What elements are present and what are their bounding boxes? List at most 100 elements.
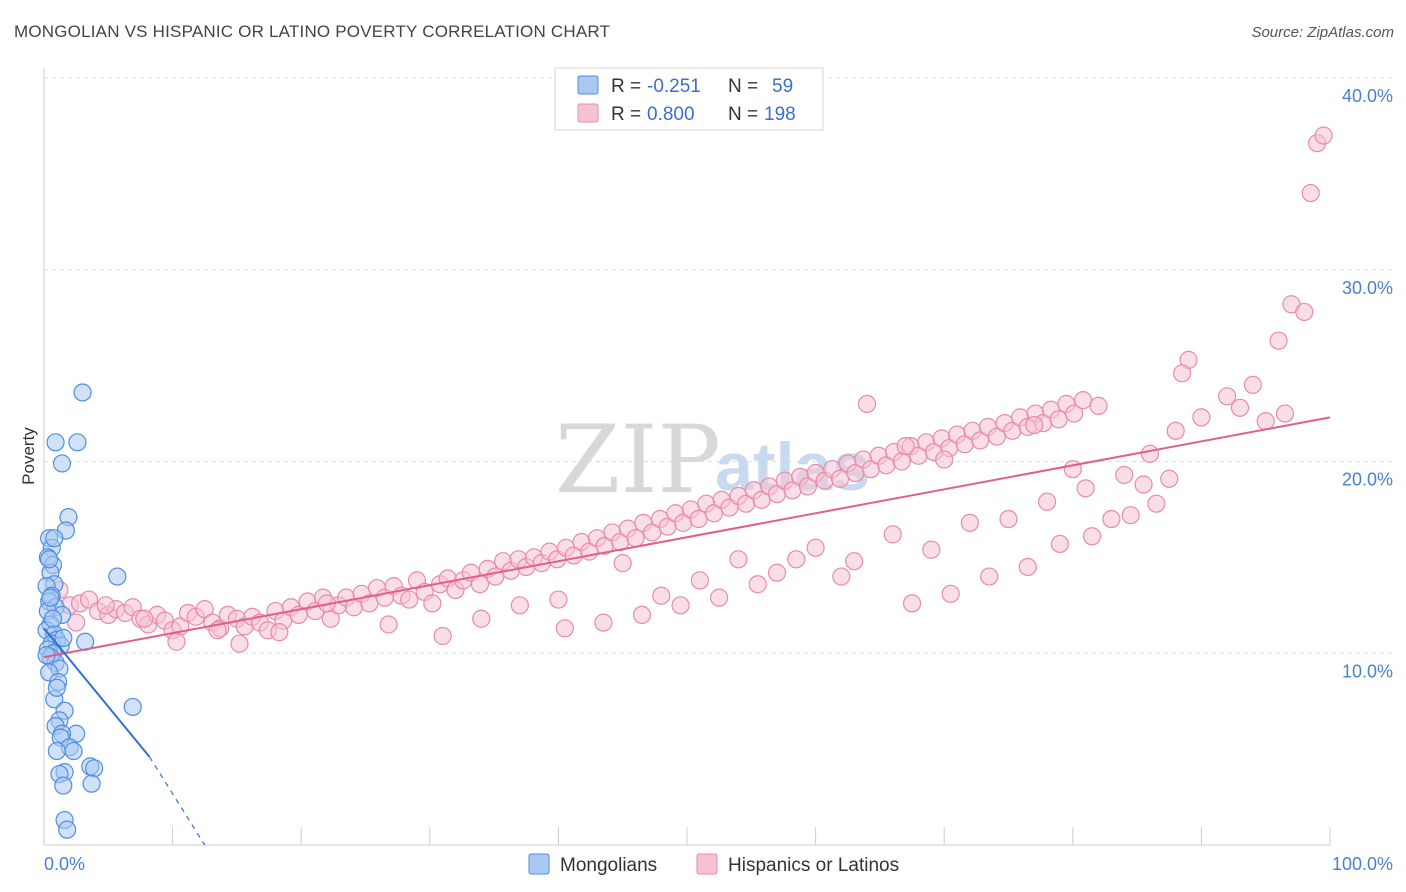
mongolian-point <box>108 567 127 586</box>
hispanic-point <box>1073 391 1093 410</box>
hispanic-point <box>1173 364 1192 383</box>
mongolian-point <box>123 697 142 717</box>
mongolian-point <box>43 609 63 628</box>
hispanic-point <box>626 529 645 548</box>
mongolian-point <box>52 454 72 473</box>
hispanic-point <box>748 575 767 594</box>
hispanic-point <box>1192 408 1211 427</box>
hispanic-point <box>1314 126 1333 145</box>
hispanic-point <box>1064 404 1084 423</box>
hispanic-point <box>980 567 999 586</box>
hispanic-point <box>472 609 491 628</box>
hispanic-point <box>806 538 825 557</box>
hispanic-point <box>902 594 922 613</box>
hispanic-point <box>857 394 877 414</box>
legend-box <box>554 67 824 131</box>
hispanic-point <box>1102 509 1121 529</box>
legend-swatch-mongolians <box>577 75 599 95</box>
legend-r-label-2: R = <box>611 104 641 125</box>
mongolian-point <box>58 820 77 839</box>
mongolian-point <box>54 776 73 795</box>
legend-n-value-1: 59 <box>772 76 793 97</box>
y-tick-label: 20.0% <box>1342 470 1393 490</box>
hispanic-point <box>832 567 851 586</box>
legend-n-label-1: N = <box>728 76 758 97</box>
mongolian-point <box>45 529 64 548</box>
hispanic-point <box>941 584 960 603</box>
hispanic-point <box>510 596 529 615</box>
hispanic-point <box>830 469 850 488</box>
hispanic-point <box>632 605 652 625</box>
legend-n-label-2: N = <box>728 104 758 125</box>
hispanic-point <box>1134 475 1153 494</box>
y-axis-label: Poverty <box>19 427 38 485</box>
hispanic-point <box>1256 412 1275 431</box>
hispanic-point <box>594 613 613 632</box>
hispanic-point <box>922 540 941 559</box>
hispanic-point <box>1230 398 1250 417</box>
hispanic-point <box>767 563 787 582</box>
legend-swatch-hispanics <box>577 103 599 123</box>
bottom-legend-mongolians: Mongolians <box>560 855 657 876</box>
hispanic-point <box>798 477 817 496</box>
hispanic-point <box>1243 375 1262 394</box>
hispanic-point <box>883 525 902 544</box>
bottom-legend-swatch-hispanics <box>696 853 718 875</box>
hispanic-point <box>935 450 954 469</box>
hispanic-point <box>167 632 186 651</box>
hispanic-point <box>652 586 671 605</box>
hispanic-point <box>1037 492 1057 511</box>
legend-n-value-2: 198 <box>764 104 796 125</box>
hispanic-points <box>50 126 1333 653</box>
hispanic-point <box>555 619 574 638</box>
mongolian-point <box>47 678 66 697</box>
mongolian-point <box>82 774 101 793</box>
hispanic-point <box>549 590 568 609</box>
hispanic-point <box>1269 331 1288 350</box>
mongolian-point <box>40 550 59 569</box>
hispanic-point <box>690 571 709 590</box>
hispanic-point <box>135 609 154 628</box>
series-legend: Mongolians Hispanics or Latinos <box>528 853 899 876</box>
hispanic-point <box>423 594 442 613</box>
bottom-legend-swatch-mongolians <box>528 853 550 875</box>
hispanic-point <box>960 513 980 532</box>
legend-r-label-1: R = <box>611 76 641 97</box>
hispanic-point <box>1218 387 1237 406</box>
hispanic-point <box>1089 396 1108 415</box>
chart-title: MONGOLIAN VS HISPANIC OR LATINO POVERTY … <box>14 22 611 41</box>
hispanic-point <box>689 509 708 529</box>
hispanic-point <box>845 552 864 571</box>
x-tick-labels: 0.0% 100.0% <box>44 854 1393 874</box>
axes <box>43 68 1331 846</box>
mongolian-trend-line <box>43 627 151 758</box>
hispanic-point <box>1121 506 1140 525</box>
bottom-legend-hispanics: Hispanics or Latinos <box>728 855 899 876</box>
hispanic-point <box>433 626 452 646</box>
trend-lines <box>43 416 1331 846</box>
x-tick-label-min: 0.0% <box>44 854 85 874</box>
hispanic-point <box>195 600 214 619</box>
hispanic-point <box>486 567 505 586</box>
legend-r-value-1: -0.251 <box>647 76 701 97</box>
mongolian-point <box>68 433 87 452</box>
hispanic-point <box>999 509 1018 529</box>
hispanic-point <box>67 613 86 632</box>
hispanic-point <box>671 596 690 615</box>
y-tick-labels: 10.0% 20.0% 30.0% 40.0% <box>1342 86 1393 681</box>
hispanic-point <box>1082 527 1102 546</box>
mongolian-point <box>73 383 92 402</box>
hispanic-point <box>787 550 806 569</box>
hispanic-point <box>1147 494 1166 513</box>
hispanic-point <box>1160 469 1179 488</box>
hispanic-point <box>1140 444 1160 463</box>
mongolian-point <box>64 741 83 761</box>
hispanic-point <box>400 590 419 609</box>
mongolian-trend-extension <box>148 756 206 846</box>
hispanic-point <box>230 634 249 653</box>
x-tick-label-max: 100.0% <box>1332 854 1393 874</box>
y-tick-label: 40.0% <box>1342 86 1393 106</box>
hispanic-point <box>729 550 748 569</box>
mongolian-points <box>37 383 142 839</box>
